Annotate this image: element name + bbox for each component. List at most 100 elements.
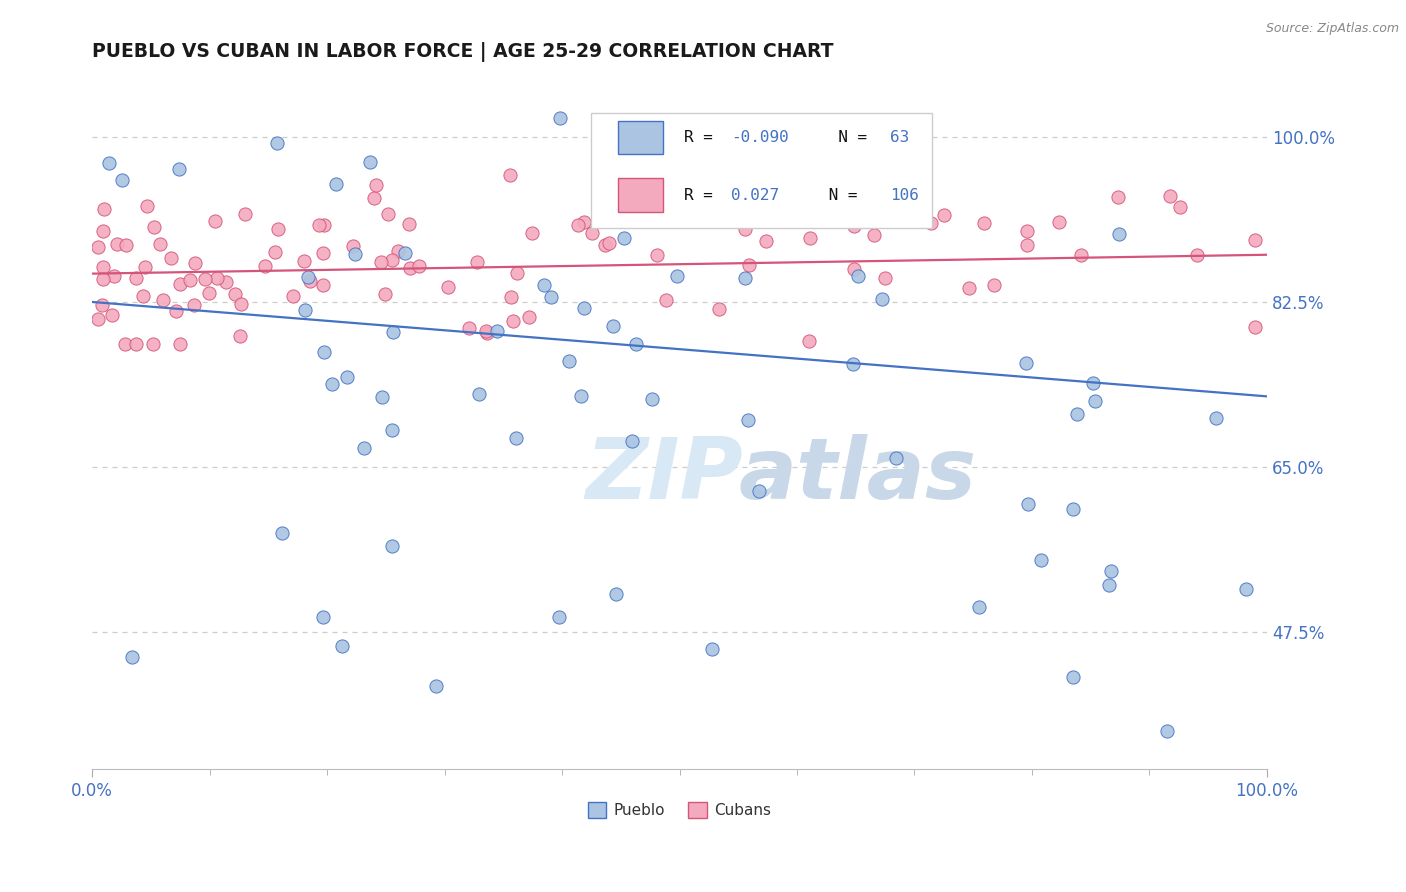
Point (1156, 724, 1178, 739)
Text: 0.027: 0.027 (731, 187, 779, 202)
Point (167, 161, 190, 176)
Point (124, 271, 146, 285)
Text: -0.090: -0.090 (731, 130, 789, 145)
Text: 106: 106 (890, 187, 918, 202)
Point (645, 247, 668, 261)
Legend: Pueblo, Cubans: Pueblo, Cubans (582, 797, 778, 824)
Point (934, 209, 956, 223)
Point (381, 423, 404, 437)
Point (183, 298, 205, 312)
Point (336, 370, 359, 384)
Point (1108, 227, 1130, 241)
Point (862, 227, 884, 242)
Point (91, 272, 114, 286)
Point (1205, 411, 1227, 425)
Point (359, 155, 381, 169)
Point (842, 357, 865, 371)
Point (1062, 501, 1084, 516)
Point (654, 293, 676, 307)
Point (387, 244, 409, 259)
Point (266, 136, 288, 150)
Text: 63: 63 (890, 130, 910, 145)
Point (593, 238, 616, 252)
Point (505, 266, 527, 280)
Point (920, 216, 942, 230)
Point (297, 270, 319, 285)
Point (702, 641, 724, 656)
Point (1099, 564, 1122, 578)
Point (846, 268, 869, 283)
Point (87, 311, 110, 326)
Point (485, 324, 508, 338)
Point (1047, 215, 1070, 229)
Point (87, 240, 110, 254)
Point (567, 218, 589, 232)
Point (121, 650, 143, 665)
Point (294, 303, 316, 318)
Point (517, 310, 540, 324)
Point (502, 314, 524, 328)
FancyBboxPatch shape (592, 112, 932, 227)
Point (205, 271, 228, 285)
Point (634, 206, 657, 220)
Point (533, 277, 555, 292)
Point (353, 441, 375, 455)
Point (1066, 408, 1088, 422)
Point (540, 290, 562, 304)
Point (1017, 496, 1039, 510)
Point (193, 272, 215, 286)
Point (325, 177, 347, 191)
Point (270, 526, 292, 541)
Point (967, 599, 990, 614)
Text: PUEBLO VS CUBAN IN LABOR FORCE | AGE 25-29 CORRELATION CHART: PUEBLO VS CUBAN IN LABOR FORCE | AGE 25-… (93, 42, 834, 62)
Point (499, 289, 522, 303)
Point (754, 194, 776, 209)
Point (499, 168, 522, 182)
Point (734, 222, 756, 236)
Point (364, 178, 387, 192)
Point (267, 222, 290, 236)
Point (666, 269, 689, 284)
Point (382, 326, 405, 340)
Point (755, 234, 778, 248)
Point (97, 155, 120, 169)
Point (1107, 190, 1129, 204)
Point (114, 337, 136, 351)
Point (884, 451, 907, 466)
Point (748, 483, 770, 498)
Point (160, 252, 183, 266)
Point (184, 256, 207, 270)
Point (165, 304, 187, 318)
Point (738, 258, 761, 272)
FancyBboxPatch shape (619, 178, 664, 211)
Point (957, 281, 980, 295)
Point (751, 207, 773, 221)
Point (718, 200, 741, 214)
Point (621, 434, 644, 449)
Point (1084, 393, 1107, 408)
Point (468, 387, 491, 401)
Point (281, 289, 304, 303)
Point (569, 389, 592, 403)
Point (91, 224, 114, 238)
FancyBboxPatch shape (619, 121, 664, 154)
Point (308, 218, 330, 232)
Point (842, 261, 865, 276)
Point (105, 236, 128, 251)
Point (613, 231, 636, 245)
Point (872, 292, 894, 306)
Point (973, 216, 995, 230)
Point (312, 246, 335, 260)
Point (475, 324, 498, 338)
Point (602, 319, 624, 334)
Point (380, 539, 402, 553)
Point (312, 609, 335, 624)
Point (737, 412, 759, 426)
Point (1017, 224, 1039, 238)
Point (143, 219, 166, 234)
Point (299, 274, 322, 288)
Point (91, 260, 114, 275)
Point (467, 254, 489, 268)
Point (548, 111, 571, 125)
Text: R =: R = (685, 130, 723, 145)
